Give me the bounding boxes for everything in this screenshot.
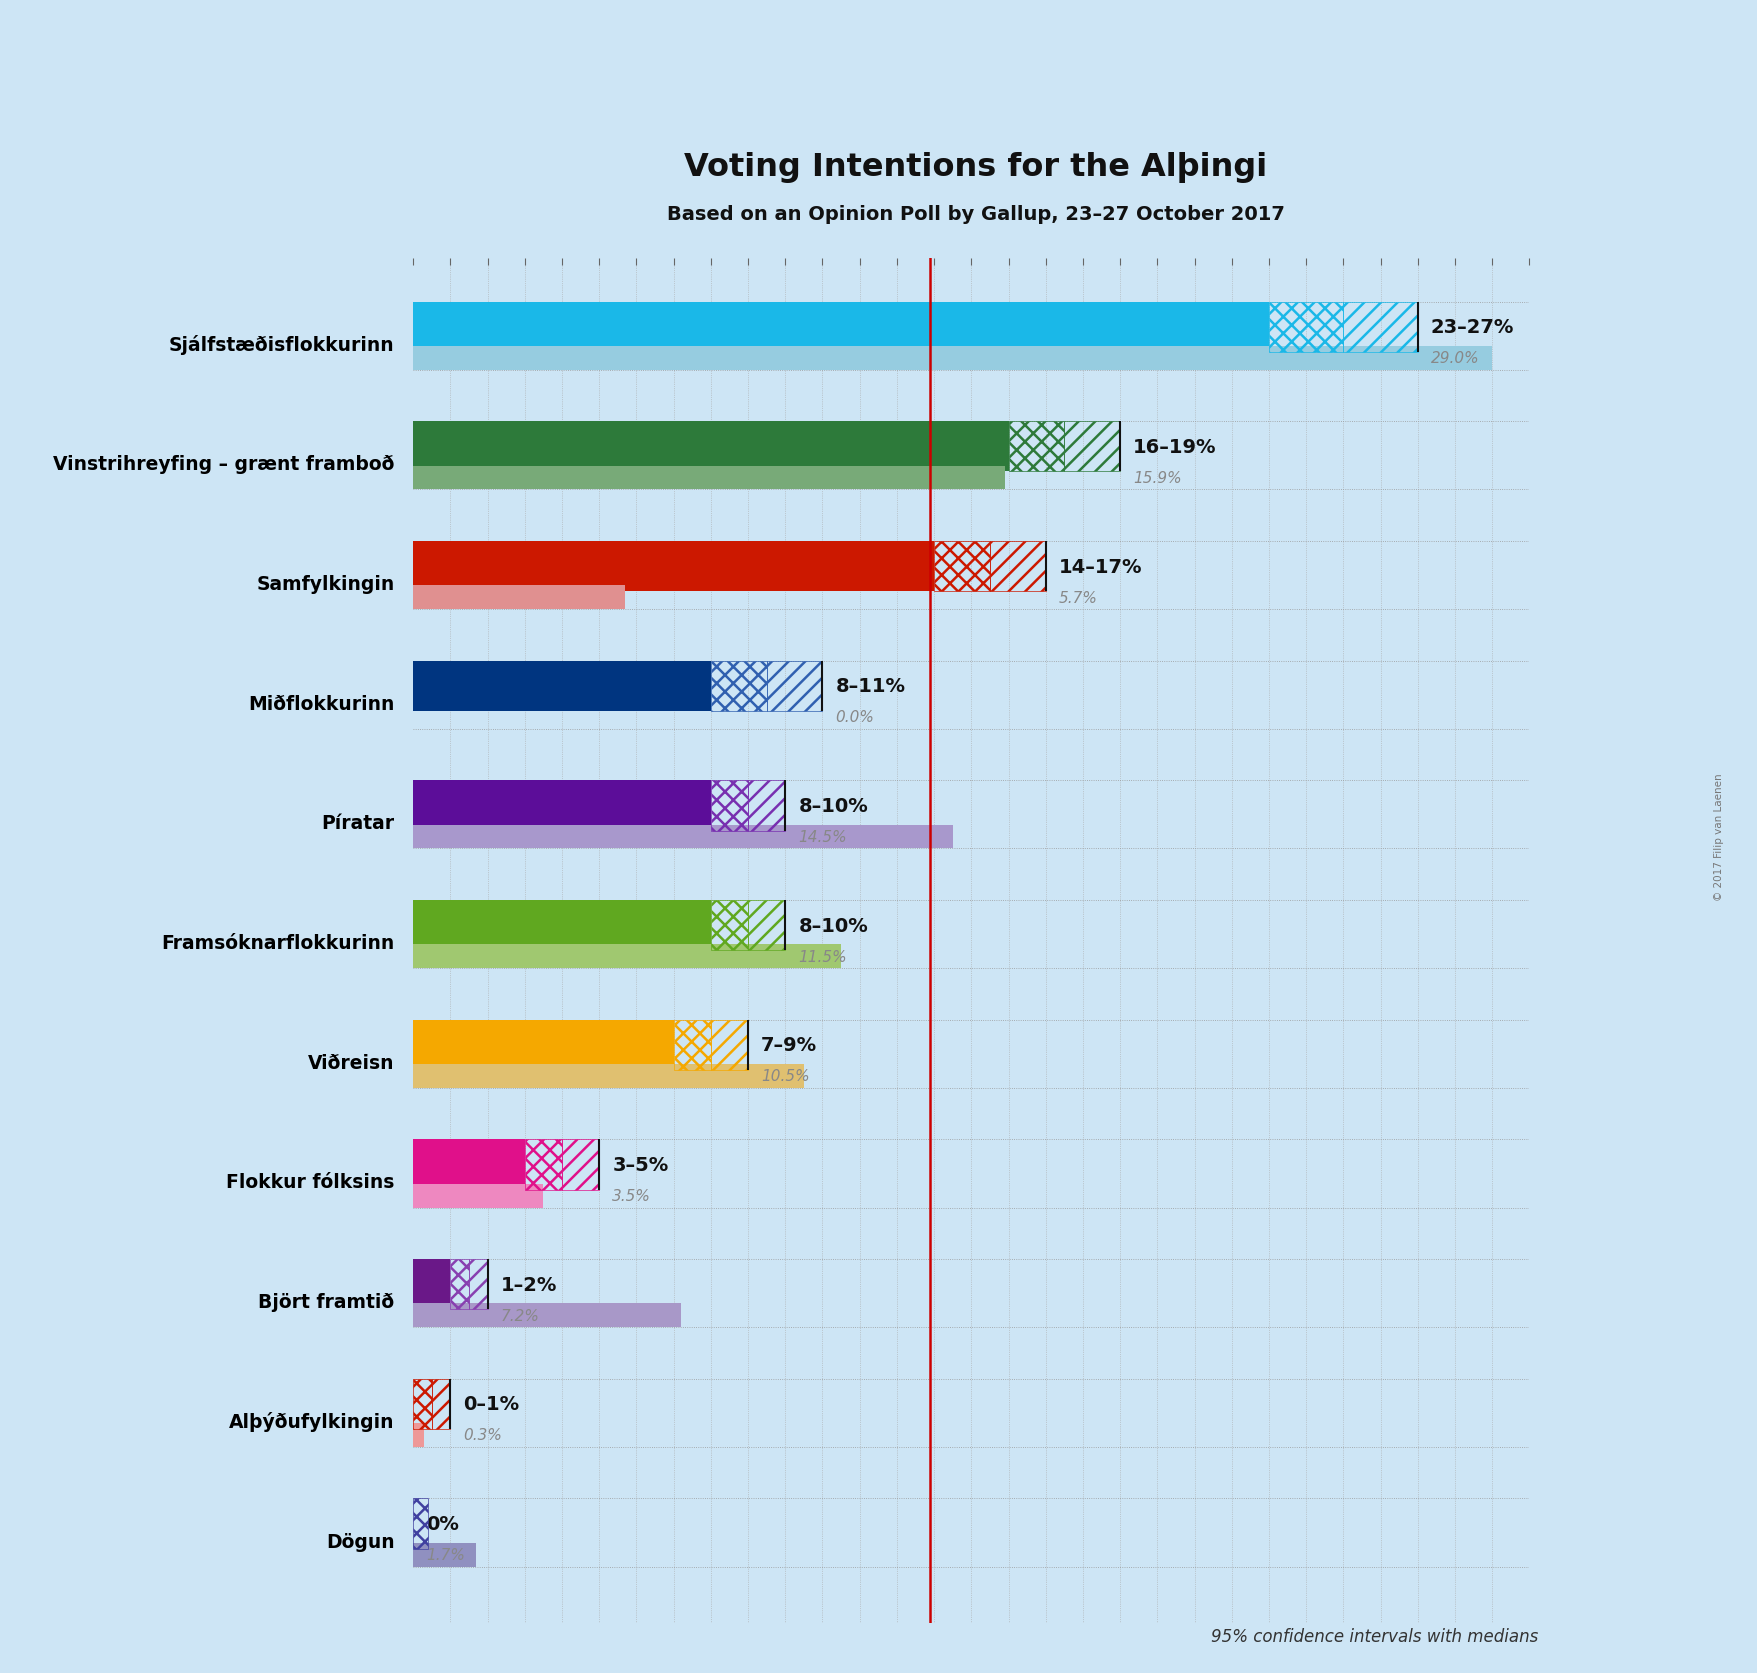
Bar <box>413 781 710 831</box>
Bar <box>413 422 1009 472</box>
Bar <box>413 1499 427 1549</box>
Bar <box>469 1260 487 1310</box>
Bar <box>710 781 748 831</box>
Bar <box>413 825 952 848</box>
Bar <box>766 661 822 711</box>
Bar <box>413 900 710 950</box>
Bar <box>748 900 785 950</box>
Bar <box>413 945 840 969</box>
Text: © 2017 Filip van Laenen: © 2017 Filip van Laenen <box>1713 773 1724 900</box>
Text: 14.5%: 14.5% <box>798 830 847 845</box>
Text: 10.5%: 10.5% <box>761 1069 810 1084</box>
Text: 1.7%: 1.7% <box>425 1548 466 1563</box>
Text: 7–9%: 7–9% <box>761 1036 817 1054</box>
Bar <box>413 586 625 609</box>
Bar <box>1342 303 1418 353</box>
Text: 23–27%: 23–27% <box>1430 318 1513 336</box>
Text: Voting Intentions for the Alþingi: Voting Intentions for the Alþingi <box>683 152 1267 182</box>
Text: 15.9%: 15.9% <box>1133 470 1181 485</box>
Bar <box>1269 303 1342 353</box>
Bar <box>413 346 1492 370</box>
Bar <box>413 1021 673 1071</box>
Bar <box>710 900 748 950</box>
Bar <box>710 661 766 711</box>
Text: 8–10%: 8–10% <box>798 917 868 935</box>
Text: 0–1%: 0–1% <box>464 1394 520 1414</box>
Bar <box>1063 422 1119 472</box>
Bar <box>413 303 1269 353</box>
Text: 29.0%: 29.0% <box>1430 351 1479 366</box>
Bar <box>413 1424 423 1447</box>
Bar <box>524 1139 562 1190</box>
Text: 16–19%: 16–19% <box>1133 438 1216 457</box>
Bar <box>413 467 1005 490</box>
Text: 3–5%: 3–5% <box>611 1156 668 1174</box>
Text: Based on an Opinion Poll by Gallup, 23–27 October 2017: Based on an Opinion Poll by Gallup, 23–2… <box>666 204 1284 224</box>
Bar <box>673 1021 710 1071</box>
Text: 7.2%: 7.2% <box>501 1308 539 1323</box>
Bar <box>413 1260 450 1310</box>
Bar <box>933 542 989 592</box>
Bar <box>562 1139 599 1190</box>
Bar <box>413 1379 432 1429</box>
Bar <box>413 1139 524 1190</box>
Text: 95% confidence intervals with medians: 95% confidence intervals with medians <box>1211 1628 1537 1645</box>
Text: 14–17%: 14–17% <box>1058 557 1142 576</box>
Bar <box>710 1021 748 1071</box>
Text: 0%: 0% <box>425 1514 459 1532</box>
Text: 5.7%: 5.7% <box>1058 591 1096 606</box>
Bar <box>413 1064 803 1087</box>
Text: 0.3%: 0.3% <box>464 1427 503 1442</box>
Bar <box>413 661 710 711</box>
Bar <box>413 1303 680 1327</box>
Text: 3.5%: 3.5% <box>611 1188 650 1203</box>
Bar <box>1009 422 1063 472</box>
Text: 8–10%: 8–10% <box>798 796 868 815</box>
Bar <box>432 1379 450 1429</box>
Bar <box>748 781 785 831</box>
Bar <box>450 1260 469 1310</box>
Text: 0.0%: 0.0% <box>835 709 873 724</box>
Text: 11.5%: 11.5% <box>798 949 847 964</box>
Bar <box>989 542 1045 592</box>
Text: 1–2%: 1–2% <box>501 1275 557 1293</box>
Text: 8–11%: 8–11% <box>835 678 905 696</box>
Bar <box>413 1184 543 1208</box>
Bar <box>413 1543 476 1566</box>
Bar <box>413 542 933 592</box>
